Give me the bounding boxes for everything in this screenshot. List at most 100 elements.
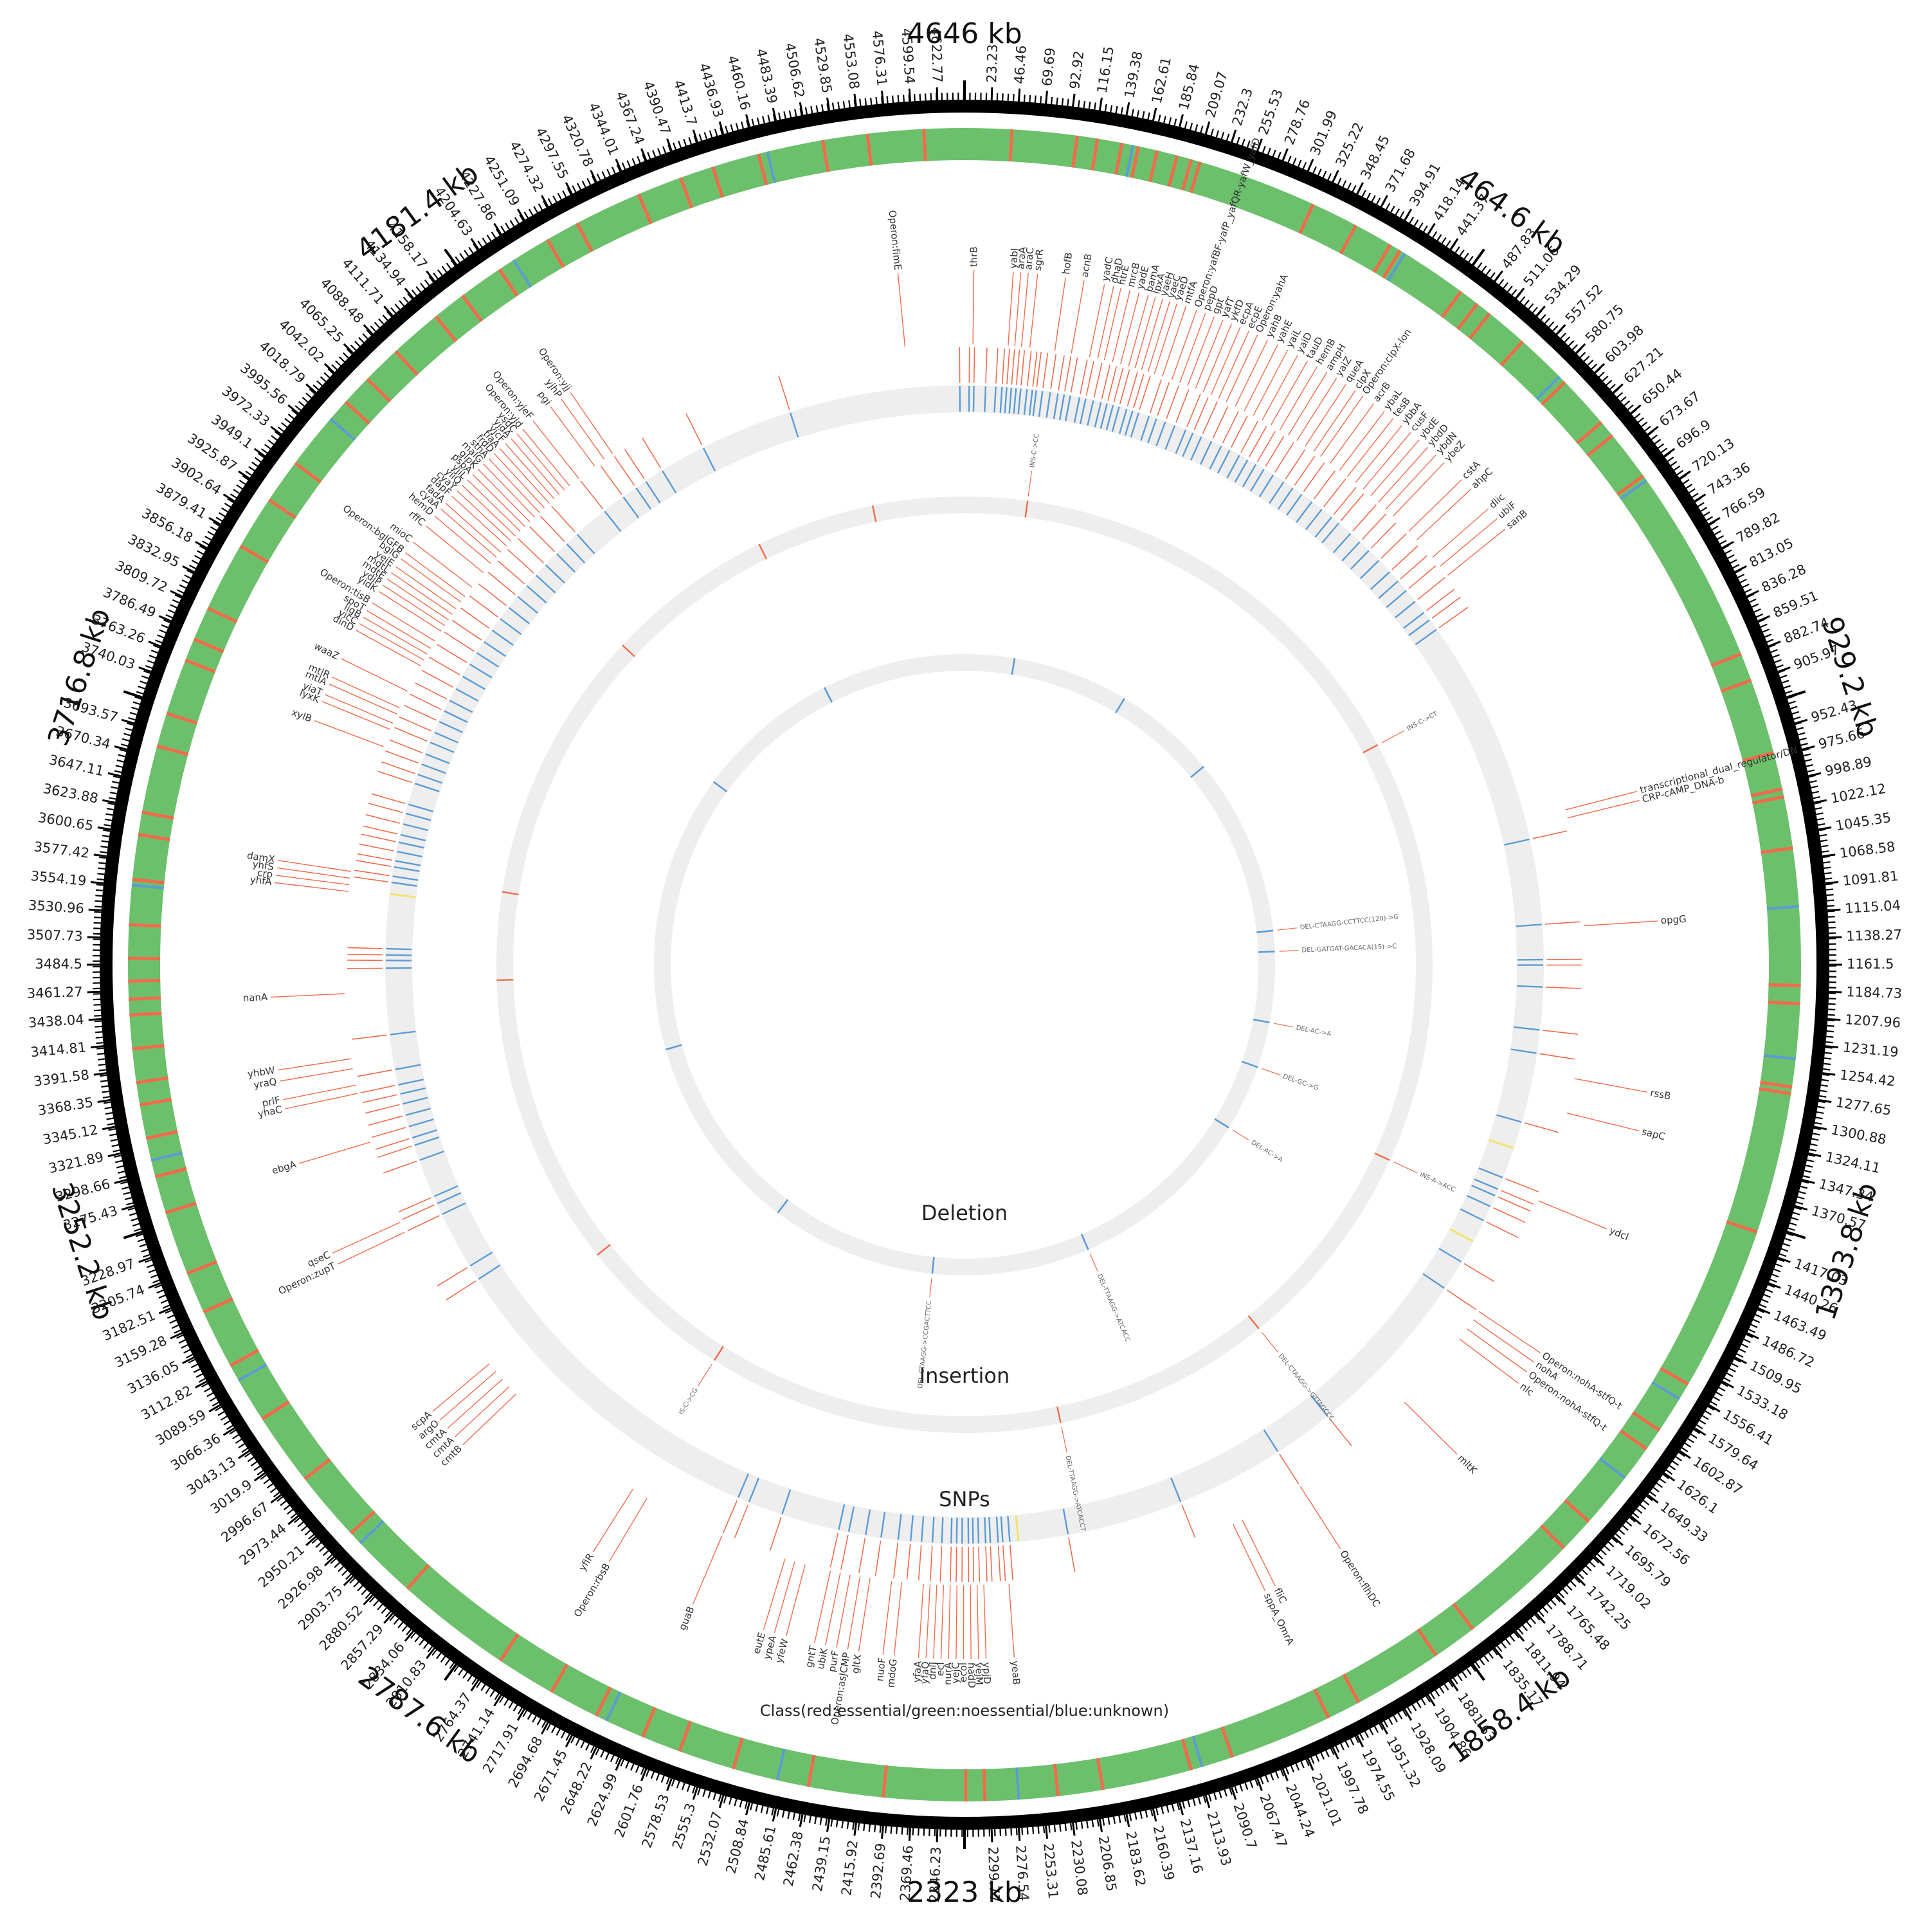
ruler-tick-label: 46.46 (1011, 45, 1029, 85)
ruler-tick-label: 3554.19 (30, 868, 87, 889)
snp-annotation-line (1069, 1537, 1075, 1572)
gene-annotation-line (1030, 274, 1038, 347)
deletion-annotation-line (930, 1278, 932, 1297)
ruler-major-label: 929.2 kb (1815, 613, 1885, 742)
ruler-minor-tick (1823, 987, 1836, 988)
ruler-tick-label: 2601.76 (611, 1782, 646, 1840)
essential-gene-mark (129, 998, 161, 999)
ruler-label-tick (1827, 909, 1840, 910)
ruler-tick-label: 4483.39 (753, 47, 780, 105)
gene-annotation-line (446, 503, 501, 552)
snp-annotation-line (1533, 831, 1568, 839)
ruler-tick-label: 2113.93 (1204, 1810, 1234, 1868)
ruler-tick-label: 69.69 (1039, 47, 1058, 87)
ruler-label-tick (94, 855, 107, 857)
snp-annotation-line (383, 1161, 417, 1173)
ruler-tick-label: 813.05 (1747, 535, 1796, 570)
ruler-label-tick (855, 1823, 856, 1836)
ruler-tick-label: 4436.93 (696, 61, 726, 119)
ruler-minor-tick (93, 928, 107, 929)
ruler-label-tick (102, 800, 115, 803)
insertion-annotation-line (1062, 1427, 1067, 1452)
gene-annotation-line (484, 464, 535, 517)
snp-annotation-line (1166, 386, 1179, 419)
ruler-minor-tick (989, 1823, 990, 1836)
ruler-tick-label: 278.76 (1281, 97, 1313, 147)
ruler-label-tick (1100, 1819, 1101, 1832)
ruler-label-tick (1046, 91, 1047, 104)
gene-label: xylB (290, 706, 313, 724)
gene-label: guaB (676, 1605, 697, 1632)
snp-annotation-line (1546, 987, 1581, 989)
ruler-minor-tick (986, 93, 987, 106)
ruler-minor-tick (1822, 916, 1835, 917)
snp-marker (973, 1518, 974, 1544)
ruler-tick-label: 1091.81 (1842, 868, 1899, 889)
snp-annotation-line (368, 803, 403, 812)
deletion-annotation: DEL-GC->G (1282, 1073, 1319, 1091)
gene-annotation-line (473, 475, 525, 527)
ruler-minor-tick (1822, 1004, 1836, 1005)
snp-annotation-line (469, 596, 498, 617)
gene-annotation-line (1104, 288, 1121, 360)
ruler-label-tick (471, 239, 478, 250)
ruler-tick-label: 1277.65 (1834, 1095, 1892, 1118)
gene-label: thrB (968, 246, 979, 267)
ruler-label-tick (882, 1826, 883, 1839)
gene-annotation-line (984, 1585, 986, 1659)
snp-annotation-line (1371, 523, 1395, 548)
ruler-tick-label: 2044.24 (1283, 1782, 1318, 1840)
ruler-tick-label: 371.68 (1382, 146, 1418, 195)
gene-annotation-line (1404, 1402, 1457, 1454)
ruler-tick-label: 4367.24 (613, 89, 648, 147)
deletion-annotation: DEL-AC->A (1296, 1025, 1332, 1038)
gene-annotation-line (325, 695, 393, 724)
ruler-tick-label: 3461.27 (26, 984, 83, 1001)
snp-marker (984, 387, 986, 412)
gene-annotation-line (570, 393, 612, 454)
gene-label: nanA (242, 991, 268, 1004)
deletion-annotation: DEL-AC->A (1250, 1139, 1284, 1163)
ruler-tick-label: 836.28 (1759, 561, 1809, 596)
ruler-minor-tick (914, 94, 915, 107)
gene-annotation-line (494, 453, 545, 508)
snp-annotation-line (488, 572, 516, 595)
gene-annotation-line (970, 1585, 971, 1659)
ruler-minor-tick (902, 1821, 903, 1835)
gene-annotation-line (610, 1498, 648, 1562)
deletion-ring-band (662, 662, 1267, 1267)
gene-annotation-line (452, 496, 507, 546)
ruler-tick-label: 859.51 (1771, 588, 1820, 621)
snp-annotation-line (415, 683, 447, 699)
gene-annotation-line (1098, 286, 1114, 358)
ruler-tick-label: 1138.27 (1846, 927, 1903, 944)
snp-annotation-line (1043, 353, 1047, 388)
ruler-label-tick (1814, 800, 1827, 803)
ruler-tick-label: 301.99 (1307, 108, 1340, 158)
snp-annotation-line (1176, 390, 1189, 423)
snp-annotation-line (1080, 360, 1087, 394)
gene-annotation-line (500, 448, 549, 503)
snp-annotation-line (1028, 351, 1031, 387)
ruler-minor-tick (1822, 933, 1836, 934)
deletion-marker (1258, 951, 1275, 952)
gene-annotation-line (898, 273, 905, 347)
snp-annotation-line (358, 1070, 392, 1077)
gene-annotation-line (1015, 273, 1020, 347)
gene-label: yfiR (577, 1551, 597, 1573)
insertion-annotation-line (1028, 471, 1031, 497)
snp-annotation-line (601, 466, 621, 494)
snp-annotation-line (498, 561, 525, 584)
snp-annotation-line (461, 608, 490, 628)
ruler-tick-label: 3484.5 (35, 956, 82, 972)
ruler-tick-label: 209.07 (1202, 69, 1231, 119)
snp-annotation-line (1545, 922, 1580, 924)
ruler-label-tick (541, 196, 548, 207)
gene-annotation-line (284, 1085, 356, 1099)
gene-annotation-line (372, 603, 435, 641)
gene-annotation-line (1479, 1311, 1540, 1353)
gene-annotation-line (1071, 280, 1084, 353)
snp-annotation-line (1400, 556, 1427, 579)
snp-annotation-line (422, 670, 453, 687)
